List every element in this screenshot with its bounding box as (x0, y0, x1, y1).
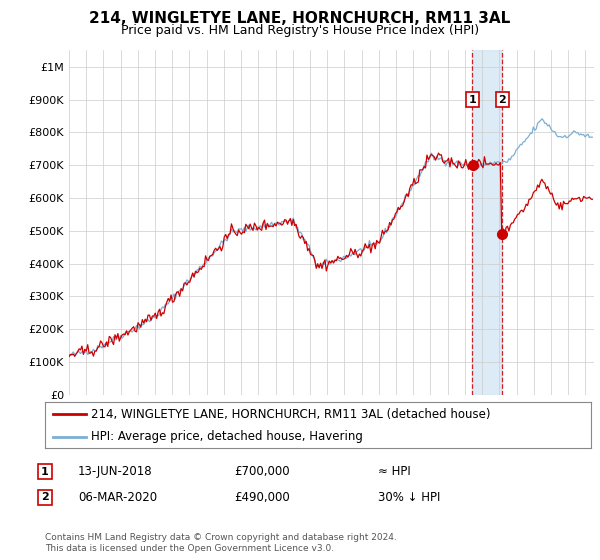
Text: Price paid vs. HM Land Registry's House Price Index (HPI): Price paid vs. HM Land Registry's House … (121, 24, 479, 36)
Text: 06-MAR-2020: 06-MAR-2020 (78, 491, 157, 504)
Text: ≈ HPI: ≈ HPI (378, 465, 411, 478)
Text: 1: 1 (469, 95, 476, 105)
Text: £700,000: £700,000 (234, 465, 290, 478)
Text: HPI: Average price, detached house, Havering: HPI: Average price, detached house, Have… (91, 430, 363, 443)
Text: 214, WINGLETYE LANE, HORNCHURCH, RM11 3AL (detached house): 214, WINGLETYE LANE, HORNCHURCH, RM11 3A… (91, 408, 491, 421)
Text: 2: 2 (41, 492, 49, 502)
Bar (472, 50, 502, 395)
Text: 2: 2 (499, 95, 506, 105)
Text: 214, WINGLETYE LANE, HORNCHURCH, RM11 3AL: 214, WINGLETYE LANE, HORNCHURCH, RM11 3A… (89, 11, 511, 26)
Text: 30% ↓ HPI: 30% ↓ HPI (378, 491, 440, 504)
Text: 13-JUN-2018: 13-JUN-2018 (78, 465, 152, 478)
Text: 1: 1 (41, 466, 49, 477)
Text: Contains HM Land Registry data © Crown copyright and database right 2024.
This d: Contains HM Land Registry data © Crown c… (45, 533, 397, 553)
Text: £490,000: £490,000 (234, 491, 290, 504)
